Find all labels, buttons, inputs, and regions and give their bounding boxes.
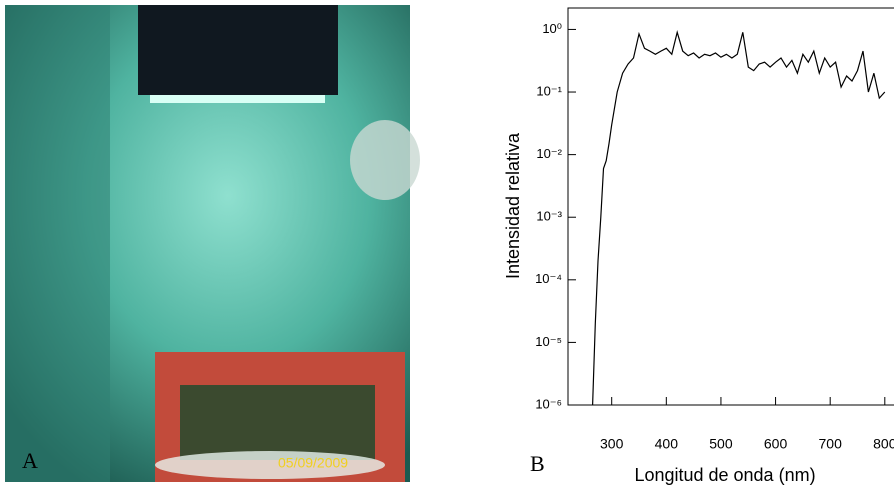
y-tick-label: 10⁻² [536, 146, 562, 161]
plot-frame [567, 7, 894, 406]
x-tick-label: 600 [764, 436, 788, 452]
x-tick-label: 400 [655, 436, 679, 452]
panel-label: A [22, 448, 38, 473]
lamp-box [138, 5, 338, 95]
x-tick-label: 700 [819, 436, 843, 452]
x-tick-label: 500 [709, 436, 733, 452]
panel-label: B [530, 451, 545, 476]
y-tick-label: 10⁻⁵ [535, 334, 562, 349]
y-axis-label: Intensidad relativa [503, 132, 523, 279]
left-wall [5, 5, 110, 482]
y-tick-label: 10⁰ [542, 21, 562, 36]
y-tick-label: 10⁻⁶ [535, 396, 562, 411]
fan [350, 120, 420, 200]
tray [180, 385, 375, 460]
x-tick-label: 800 [873, 436, 894, 452]
x-axis-label: Longitud de onda (nm) [634, 465, 815, 485]
photo: A 05/09/2009 [5, 5, 420, 482]
bag [155, 451, 385, 479]
lamp-light [150, 95, 325, 103]
y-tick-label: 10⁻¹ [536, 83, 562, 98]
y-tick-label: 10⁻⁴ [535, 271, 562, 286]
y-tick-label: 10⁻³ [536, 209, 562, 224]
timestamp: 05/09/2009 [278, 455, 348, 471]
x-tick-label: 300 [600, 436, 624, 452]
spectrum-line [592, 29, 886, 405]
chart: B Longitud de onda (nm) Intensidad relat… [503, 7, 894, 485]
